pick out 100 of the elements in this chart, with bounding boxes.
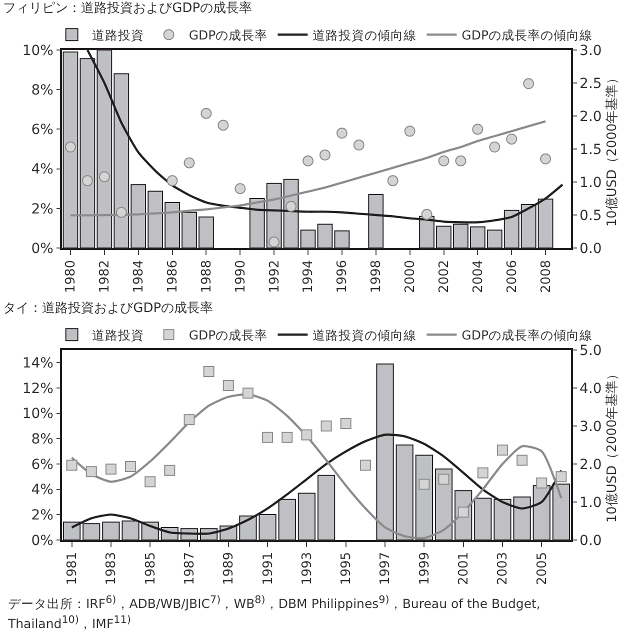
legend-label: GDPの成長率 (188, 328, 268, 342)
y2-axis-title: 10億USD（2000年基準） (604, 71, 620, 227)
y2-tick-label: 1.5 (580, 142, 602, 158)
legend-label: 道路投資 (92, 328, 144, 342)
point (455, 155, 466, 166)
point (404, 126, 416, 137)
y2-tick-label: 0.0 (580, 240, 602, 257)
point (268, 236, 280, 248)
point (340, 418, 352, 429)
point (506, 134, 518, 145)
y-tick-label: 10% (22, 406, 54, 422)
point (472, 124, 484, 135)
y-tick-label: 4% (31, 162, 54, 178)
y-tick-label: 2% (31, 508, 54, 524)
y2-tick-label: 5.0 (580, 342, 602, 359)
point (387, 175, 398, 186)
line-series (69, 120, 547, 216)
point (218, 120, 229, 131)
y2-tick-label: 1.0 (580, 494, 602, 511)
x-tick-label: 1993 (300, 552, 315, 586)
point (360, 460, 371, 471)
y-tick-label: 4% (31, 482, 54, 498)
point (319, 149, 330, 160)
point (536, 478, 548, 488)
point (144, 476, 156, 488)
x-tick-label: 1986 (166, 260, 181, 294)
x-tick-label: 2003 (496, 552, 511, 586)
x-tick-label: 1981 (65, 552, 80, 586)
x-tick-label: 1983 (104, 552, 120, 586)
point (262, 432, 274, 443)
legend-label: GDPの成長率の傾向線 (462, 328, 593, 342)
y2-tick-label: 3.0 (580, 418, 602, 435)
x-tick-label: 2008 (538, 260, 554, 294)
point (242, 388, 254, 399)
x-tick-label: 1991 (260, 552, 276, 586)
text: データ出所：IRF$^{6)}$，ADB/WB/JBIC$^{7)}$，WB$^{8)}$，DBM Philippines$^{9)}$，Bureau of the Budget, Thailand$^{10)}$，IMF$^{11)}$ (8, 594, 540, 631)
x-tick-label: 1998 (369, 260, 384, 294)
point (164, 464, 176, 476)
point (516, 454, 528, 466)
y-tick-label: 2% (31, 201, 54, 218)
legend-label: GDPの成長率 (188, 28, 268, 42)
y2-tick-label: 3.0 (580, 42, 602, 59)
point (86, 466, 97, 478)
y2-tick-label: 2.5 (580, 76, 602, 92)
x-tick-label: 2001 (456, 552, 472, 586)
legend-label: GDPの成長率の傾向線 (462, 28, 593, 42)
x-tick-label: 1984 (132, 260, 147, 294)
y-tick-label: 6% (31, 122, 54, 138)
x-tick-label: 2006 (504, 260, 520, 294)
point (166, 175, 178, 186)
y-tick-label: 8% (31, 432, 54, 448)
point (496, 444, 508, 456)
point (523, 78, 534, 90)
point (477, 467, 488, 478)
point (489, 142, 500, 153)
y2-axis-title: 10億USD（2000年基準） (604, 367, 620, 523)
y-tick-label: 10% (22, 42, 54, 59)
x-tick-label: 2005 (534, 552, 550, 586)
y-tick-label: 8% (31, 82, 54, 98)
x-tick-label: 1980 (64, 260, 79, 294)
y2-tick-label: 4.0 (580, 380, 602, 397)
y2-tick-label: 0.5 (580, 208, 602, 224)
x-tick-label: 2002 (436, 260, 452, 294)
chart-title: フィリピン：道路投資およびGDPの成長率 (3, 0, 252, 16)
point (184, 157, 195, 168)
legend-label: 道路投資の傾向線 (312, 328, 417, 342)
x-tick-label: 1992 (267, 260, 282, 294)
point (438, 474, 450, 485)
x-tick-label: 2004 (470, 260, 486, 294)
point (282, 432, 293, 443)
point (320, 420, 332, 432)
y2-tick-label: 2.0 (580, 456, 602, 473)
point (105, 464, 116, 475)
legend-label: 道路投資 (92, 28, 144, 42)
x-tick-label: 1999 (417, 552, 432, 586)
x-tick-label: 1995 (339, 552, 354, 586)
chart-title: タイ：道路投資およびGDPの成長率 (3, 300, 214, 316)
legend-label: 道路投資の傾向線 (312, 28, 417, 42)
point (125, 461, 136, 472)
point (353, 140, 364, 151)
x-tick-label: 2000 (403, 260, 418, 294)
y-tick-label: 6% (31, 456, 54, 473)
point (200, 108, 212, 119)
point (336, 128, 348, 139)
point (116, 206, 127, 218)
point (438, 155, 450, 166)
x-tick-label: 1996 (335, 260, 350, 294)
y-tick-label: 12% (22, 380, 54, 397)
point (184, 414, 195, 426)
x-tick-label: 1994 (301, 260, 316, 294)
point (234, 183, 246, 194)
point (286, 200, 297, 212)
x-tick-label: 1985 (143, 552, 158, 586)
x-tick-label: 1989 (222, 552, 237, 586)
y-tick-label: 14% (22, 356, 54, 372)
x-tick-label: 1982 (98, 260, 113, 294)
x-tick-label: 1987 (182, 552, 198, 586)
x-tick-label: 1990 (233, 260, 248, 294)
point (222, 380, 234, 391)
point (302, 155, 314, 166)
